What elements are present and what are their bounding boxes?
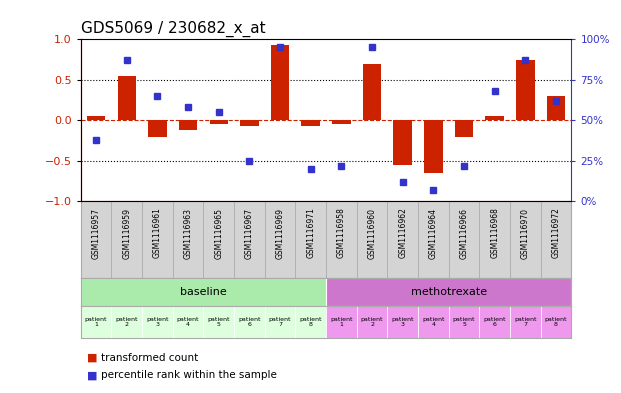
Bar: [271, 45, 289, 120]
Bar: [516, 60, 535, 120]
Bar: [142, 202, 173, 278]
Text: GSM1116966: GSM1116966: [460, 208, 468, 259]
Bar: [142, 306, 173, 338]
Bar: [418, 202, 449, 278]
Text: patient
6: patient 6: [238, 317, 261, 327]
Bar: [117, 76, 136, 120]
Text: GSM1116970: GSM1116970: [521, 208, 530, 259]
Text: ■: ■: [87, 370, 97, 380]
Bar: [332, 120, 350, 125]
Bar: [204, 306, 234, 338]
Bar: [173, 306, 204, 338]
Bar: [546, 96, 565, 120]
Text: GSM1116969: GSM1116969: [276, 208, 284, 259]
Bar: [356, 202, 388, 278]
Text: patient
3: patient 3: [391, 317, 414, 327]
Bar: [510, 202, 541, 278]
Text: patient
7: patient 7: [269, 317, 291, 327]
Bar: [541, 306, 571, 338]
Bar: [265, 202, 296, 278]
Bar: [326, 278, 571, 306]
Bar: [234, 202, 265, 278]
Text: patient
8: patient 8: [545, 317, 567, 327]
Text: patient
2: patient 2: [116, 317, 138, 327]
Text: patient
4: patient 4: [177, 317, 199, 327]
Bar: [510, 306, 541, 338]
Text: patient
7: patient 7: [514, 317, 537, 327]
Text: patient
3: patient 3: [146, 317, 169, 327]
Bar: [173, 202, 204, 278]
Bar: [418, 306, 449, 338]
Bar: [541, 202, 571, 278]
Text: GDS5069 / 230682_x_at: GDS5069 / 230682_x_at: [81, 20, 265, 37]
Bar: [394, 120, 412, 165]
Text: GSM1116971: GSM1116971: [306, 208, 315, 259]
Bar: [111, 306, 142, 338]
Bar: [479, 306, 510, 338]
Bar: [265, 306, 296, 338]
Bar: [111, 202, 142, 278]
Text: GSM1116965: GSM1116965: [214, 208, 223, 259]
Text: GSM1116961: GSM1116961: [153, 208, 162, 259]
Text: patient
8: patient 8: [299, 317, 322, 327]
Bar: [356, 306, 388, 338]
Bar: [296, 306, 326, 338]
Bar: [240, 120, 258, 126]
Bar: [179, 120, 197, 130]
Bar: [148, 120, 166, 137]
Bar: [87, 116, 106, 120]
Bar: [326, 306, 356, 338]
Text: patient
5: patient 5: [453, 317, 475, 327]
Text: percentile rank within the sample: percentile rank within the sample: [101, 370, 276, 380]
Text: patient
6: patient 6: [483, 317, 506, 327]
Bar: [209, 120, 228, 125]
Text: ■: ■: [87, 353, 97, 363]
Text: transformed count: transformed count: [101, 353, 198, 363]
Bar: [479, 202, 510, 278]
Bar: [388, 202, 418, 278]
Bar: [204, 202, 234, 278]
Text: GSM1116972: GSM1116972: [551, 208, 561, 259]
Bar: [449, 306, 479, 338]
Text: GSM1116957: GSM1116957: [91, 208, 101, 259]
Bar: [363, 64, 381, 120]
Text: GSM1116958: GSM1116958: [337, 208, 346, 259]
Bar: [81, 202, 111, 278]
Text: GSM1116963: GSM1116963: [184, 208, 193, 259]
Bar: [424, 120, 443, 173]
Bar: [81, 278, 326, 306]
Text: GSM1116967: GSM1116967: [245, 208, 254, 259]
Text: GSM1116960: GSM1116960: [368, 208, 376, 259]
Bar: [326, 202, 356, 278]
Text: GSM1116968: GSM1116968: [490, 208, 499, 259]
Text: patient
5: patient 5: [207, 317, 230, 327]
Bar: [449, 202, 479, 278]
Text: baseline: baseline: [180, 287, 227, 297]
Text: patient
2: patient 2: [361, 317, 383, 327]
Bar: [455, 120, 473, 137]
Text: GSM1116964: GSM1116964: [429, 208, 438, 259]
Bar: [388, 306, 418, 338]
Text: patient
1: patient 1: [330, 317, 353, 327]
Bar: [296, 202, 326, 278]
Bar: [234, 306, 265, 338]
Text: patient
4: patient 4: [422, 317, 445, 327]
Text: methotrexate: methotrexate: [410, 287, 487, 297]
Text: patient
1: patient 1: [85, 317, 107, 327]
Bar: [486, 116, 504, 120]
Text: GSM1116962: GSM1116962: [398, 208, 407, 259]
Bar: [302, 120, 320, 126]
Text: GSM1116959: GSM1116959: [122, 208, 131, 259]
Bar: [81, 306, 111, 338]
